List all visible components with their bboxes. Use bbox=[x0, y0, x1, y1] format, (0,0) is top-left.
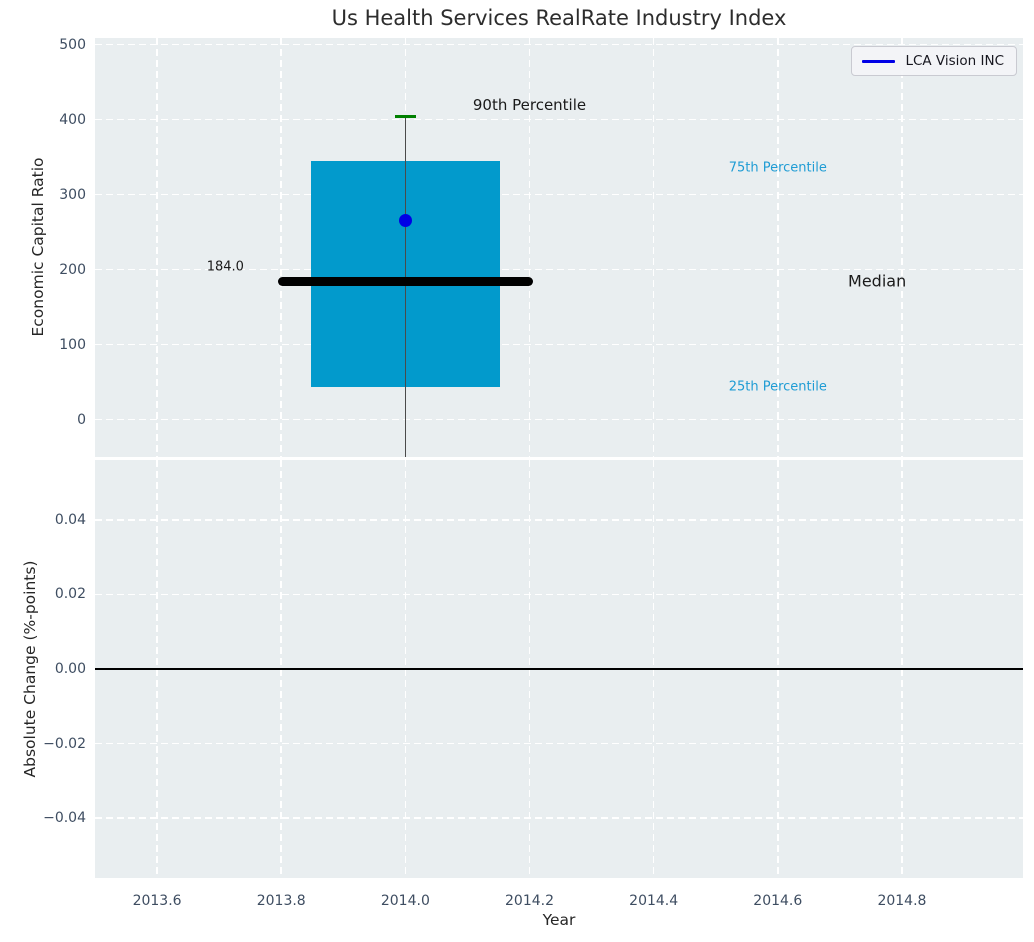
y-tick-label: −0.02 bbox=[43, 735, 86, 752]
y-tick-label: 0.04 bbox=[54, 511, 86, 528]
gridline-horizontal bbox=[95, 268, 1023, 271]
annotation: 184.0 bbox=[206, 259, 244, 275]
x-tick-label: 2013.6 bbox=[132, 893, 182, 909]
bottom-plot-area bbox=[95, 460, 1023, 878]
gridline-horizontal bbox=[95, 817, 1023, 819]
annotation: 90th Percentile bbox=[472, 96, 587, 115]
x-tick-label: 2014.2 bbox=[505, 893, 554, 909]
gridline-horizontal bbox=[95, 343, 1023, 346]
gridline-horizontal bbox=[95, 418, 1023, 421]
zero-line bbox=[95, 668, 1023, 670]
x-tick-label: 2013.8 bbox=[256, 893, 306, 909]
x-axis-label: Year bbox=[542, 911, 576, 929]
gridline-vertical bbox=[528, 38, 531, 457]
x-tick-label: 2014.4 bbox=[629, 893, 679, 909]
x-tick-label: 2014.8 bbox=[877, 893, 927, 909]
legend-line-icon bbox=[862, 59, 896, 63]
boxplot-whisker bbox=[404, 116, 407, 457]
y-tick-label: 0.00 bbox=[54, 661, 86, 677]
y-tick-label: 200 bbox=[59, 261, 86, 278]
y-tick-label: 300 bbox=[59, 186, 86, 203]
company-data-point bbox=[398, 213, 412, 227]
gridline-vertical bbox=[901, 38, 903, 457]
gridline-horizontal bbox=[95, 118, 1023, 121]
y-tick-label: 100 bbox=[59, 336, 86, 353]
y-tick-label: 0.02 bbox=[54, 586, 86, 603]
chart-title: Us Health Services RealRate Industry Ind… bbox=[331, 6, 787, 30]
gridline-horizontal bbox=[95, 519, 1023, 521]
gridline-vertical bbox=[652, 38, 655, 457]
y-tick-label: 400 bbox=[59, 111, 86, 128]
gridline-vertical bbox=[777, 38, 779, 457]
annotation: 75th Percentile bbox=[728, 160, 827, 176]
y-axis-label-top: Economic Capital Ratio bbox=[29, 157, 47, 337]
gridline-horizontal bbox=[95, 193, 1023, 196]
legend-label: LCA Vision INC bbox=[905, 53, 1004, 69]
legend: LCA Vision INC bbox=[851, 46, 1017, 76]
gridline-horizontal bbox=[95, 742, 1023, 745]
y-tick-label: −0.04 bbox=[43, 810, 86, 827]
annotation: Median bbox=[848, 271, 907, 291]
y-axis-label-bottom: Absolute Change (%-points) bbox=[21, 560, 39, 778]
annotation: 25th Percentile bbox=[728, 379, 827, 395]
gridline-horizontal bbox=[95, 593, 1023, 596]
gridline-vertical bbox=[156, 38, 158, 457]
gridline-horizontal bbox=[95, 43, 1023, 46]
x-tick-label: 2014.0 bbox=[380, 893, 430, 909]
boxplot-90th-percentile-cap bbox=[394, 114, 416, 119]
boxplot-median-line bbox=[278, 277, 533, 287]
top-plot-area bbox=[95, 38, 1023, 457]
y-tick-label: 0 bbox=[77, 411, 86, 428]
gridline-vertical bbox=[280, 38, 282, 457]
y-tick-label: 500 bbox=[59, 36, 86, 53]
x-tick-label: 2014.6 bbox=[753, 893, 803, 909]
